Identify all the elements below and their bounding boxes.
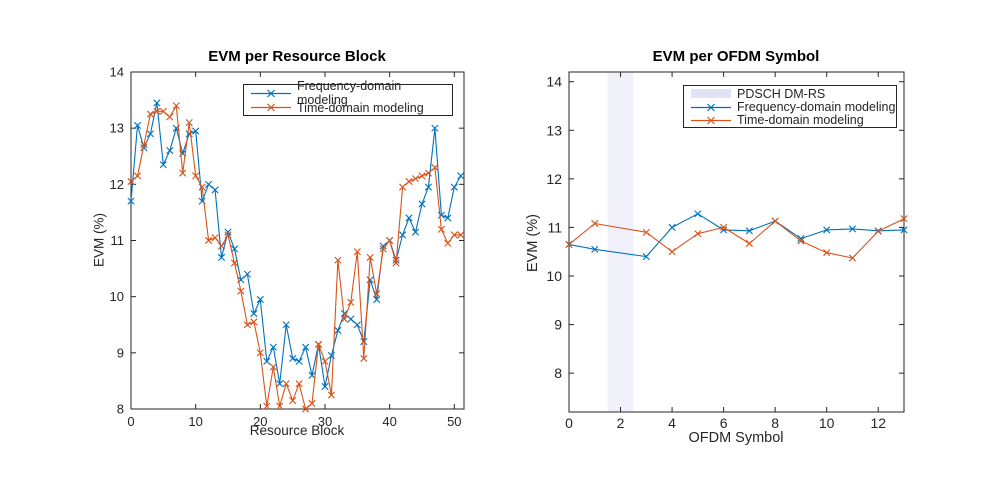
svg-text:0: 0 <box>127 414 134 429</box>
blue-line-x-marker-swatch <box>690 102 732 113</box>
svg-text:20: 20 <box>253 414 267 429</box>
svg-text:9: 9 <box>117 345 124 360</box>
svg-text:14: 14 <box>110 65 124 80</box>
svg-text:12: 12 <box>546 171 562 187</box>
orange-line-x-marker-swatch <box>690 115 732 126</box>
legend-label: Frequency-domain modeling <box>737 100 896 115</box>
svg-text:14: 14 <box>546 74 562 90</box>
orange-line-x-marker-swatch <box>250 102 292 113</box>
svg-text:8: 8 <box>554 365 562 381</box>
legend-label: PDSCH DM-RS <box>737 86 826 101</box>
svg-text:10: 10 <box>546 268 562 284</box>
left-chart-title: EVM per Resource Block <box>208 48 386 65</box>
legend-label: Frequency-domain modeling <box>297 79 402 108</box>
svg-text:11: 11 <box>111 233 125 248</box>
svg-text:10: 10 <box>110 289 124 304</box>
right-x-axis-label: OFDM Symbol <box>688 430 784 446</box>
svg-text:12: 12 <box>110 177 124 192</box>
right-chart-title: EVM per OFDM Symbol <box>652 48 820 65</box>
svg-text:10: 10 <box>188 414 202 429</box>
dmrs-band-patch-swatch <box>690 88 732 99</box>
svg-text:11: 11 <box>547 219 562 235</box>
legend-item-time-domain: Time-domain modeling <box>244 101 452 116</box>
svg-text:4: 4 <box>668 415 676 431</box>
svg-text:13: 13 <box>110 121 124 136</box>
svg-text:6: 6 <box>720 415 728 431</box>
svg-text:8: 8 <box>771 415 779 431</box>
svg-text:13: 13 <box>546 122 562 138</box>
left-legend: Frequency-domain modeling Time-domain mo… <box>243 79 453 116</box>
legend-label: Time-domain modeling <box>737 113 864 128</box>
legend-item-pdsch-dmrs: PDSCH DM-RS <box>684 86 896 101</box>
svg-text:8: 8 <box>117 402 124 417</box>
left-y-axis-label: EVM (%) <box>91 213 107 267</box>
svg-text:0: 0 <box>565 415 573 431</box>
svg-text:40: 40 <box>382 414 396 429</box>
legend-item-frequency-domain: Frequency-domain modeling <box>244 79 452 107</box>
left-x-axis-label: Resource Block <box>249 423 345 438</box>
svg-text:12: 12 <box>870 415 886 431</box>
legend-item-time-domain: Time-domain modeling <box>684 113 896 128</box>
svg-text:9: 9 <box>554 317 562 333</box>
right-legend: PDSCH DM-RS Frequency-domain modeling Ti… <box>683 85 897 128</box>
legend-label: Time-domain modeling <box>297 100 424 115</box>
legend-item-frequency-domain: Frequency-domain modeling <box>684 100 896 115</box>
svg-text:50: 50 <box>447 414 461 429</box>
svg-text:2: 2 <box>617 415 625 431</box>
right-y-axis-label: EVM (%) <box>525 214 541 272</box>
svg-text:10: 10 <box>819 415 835 431</box>
blue-line-x-marker-swatch <box>250 88 292 99</box>
svg-text:30: 30 <box>318 414 332 429</box>
